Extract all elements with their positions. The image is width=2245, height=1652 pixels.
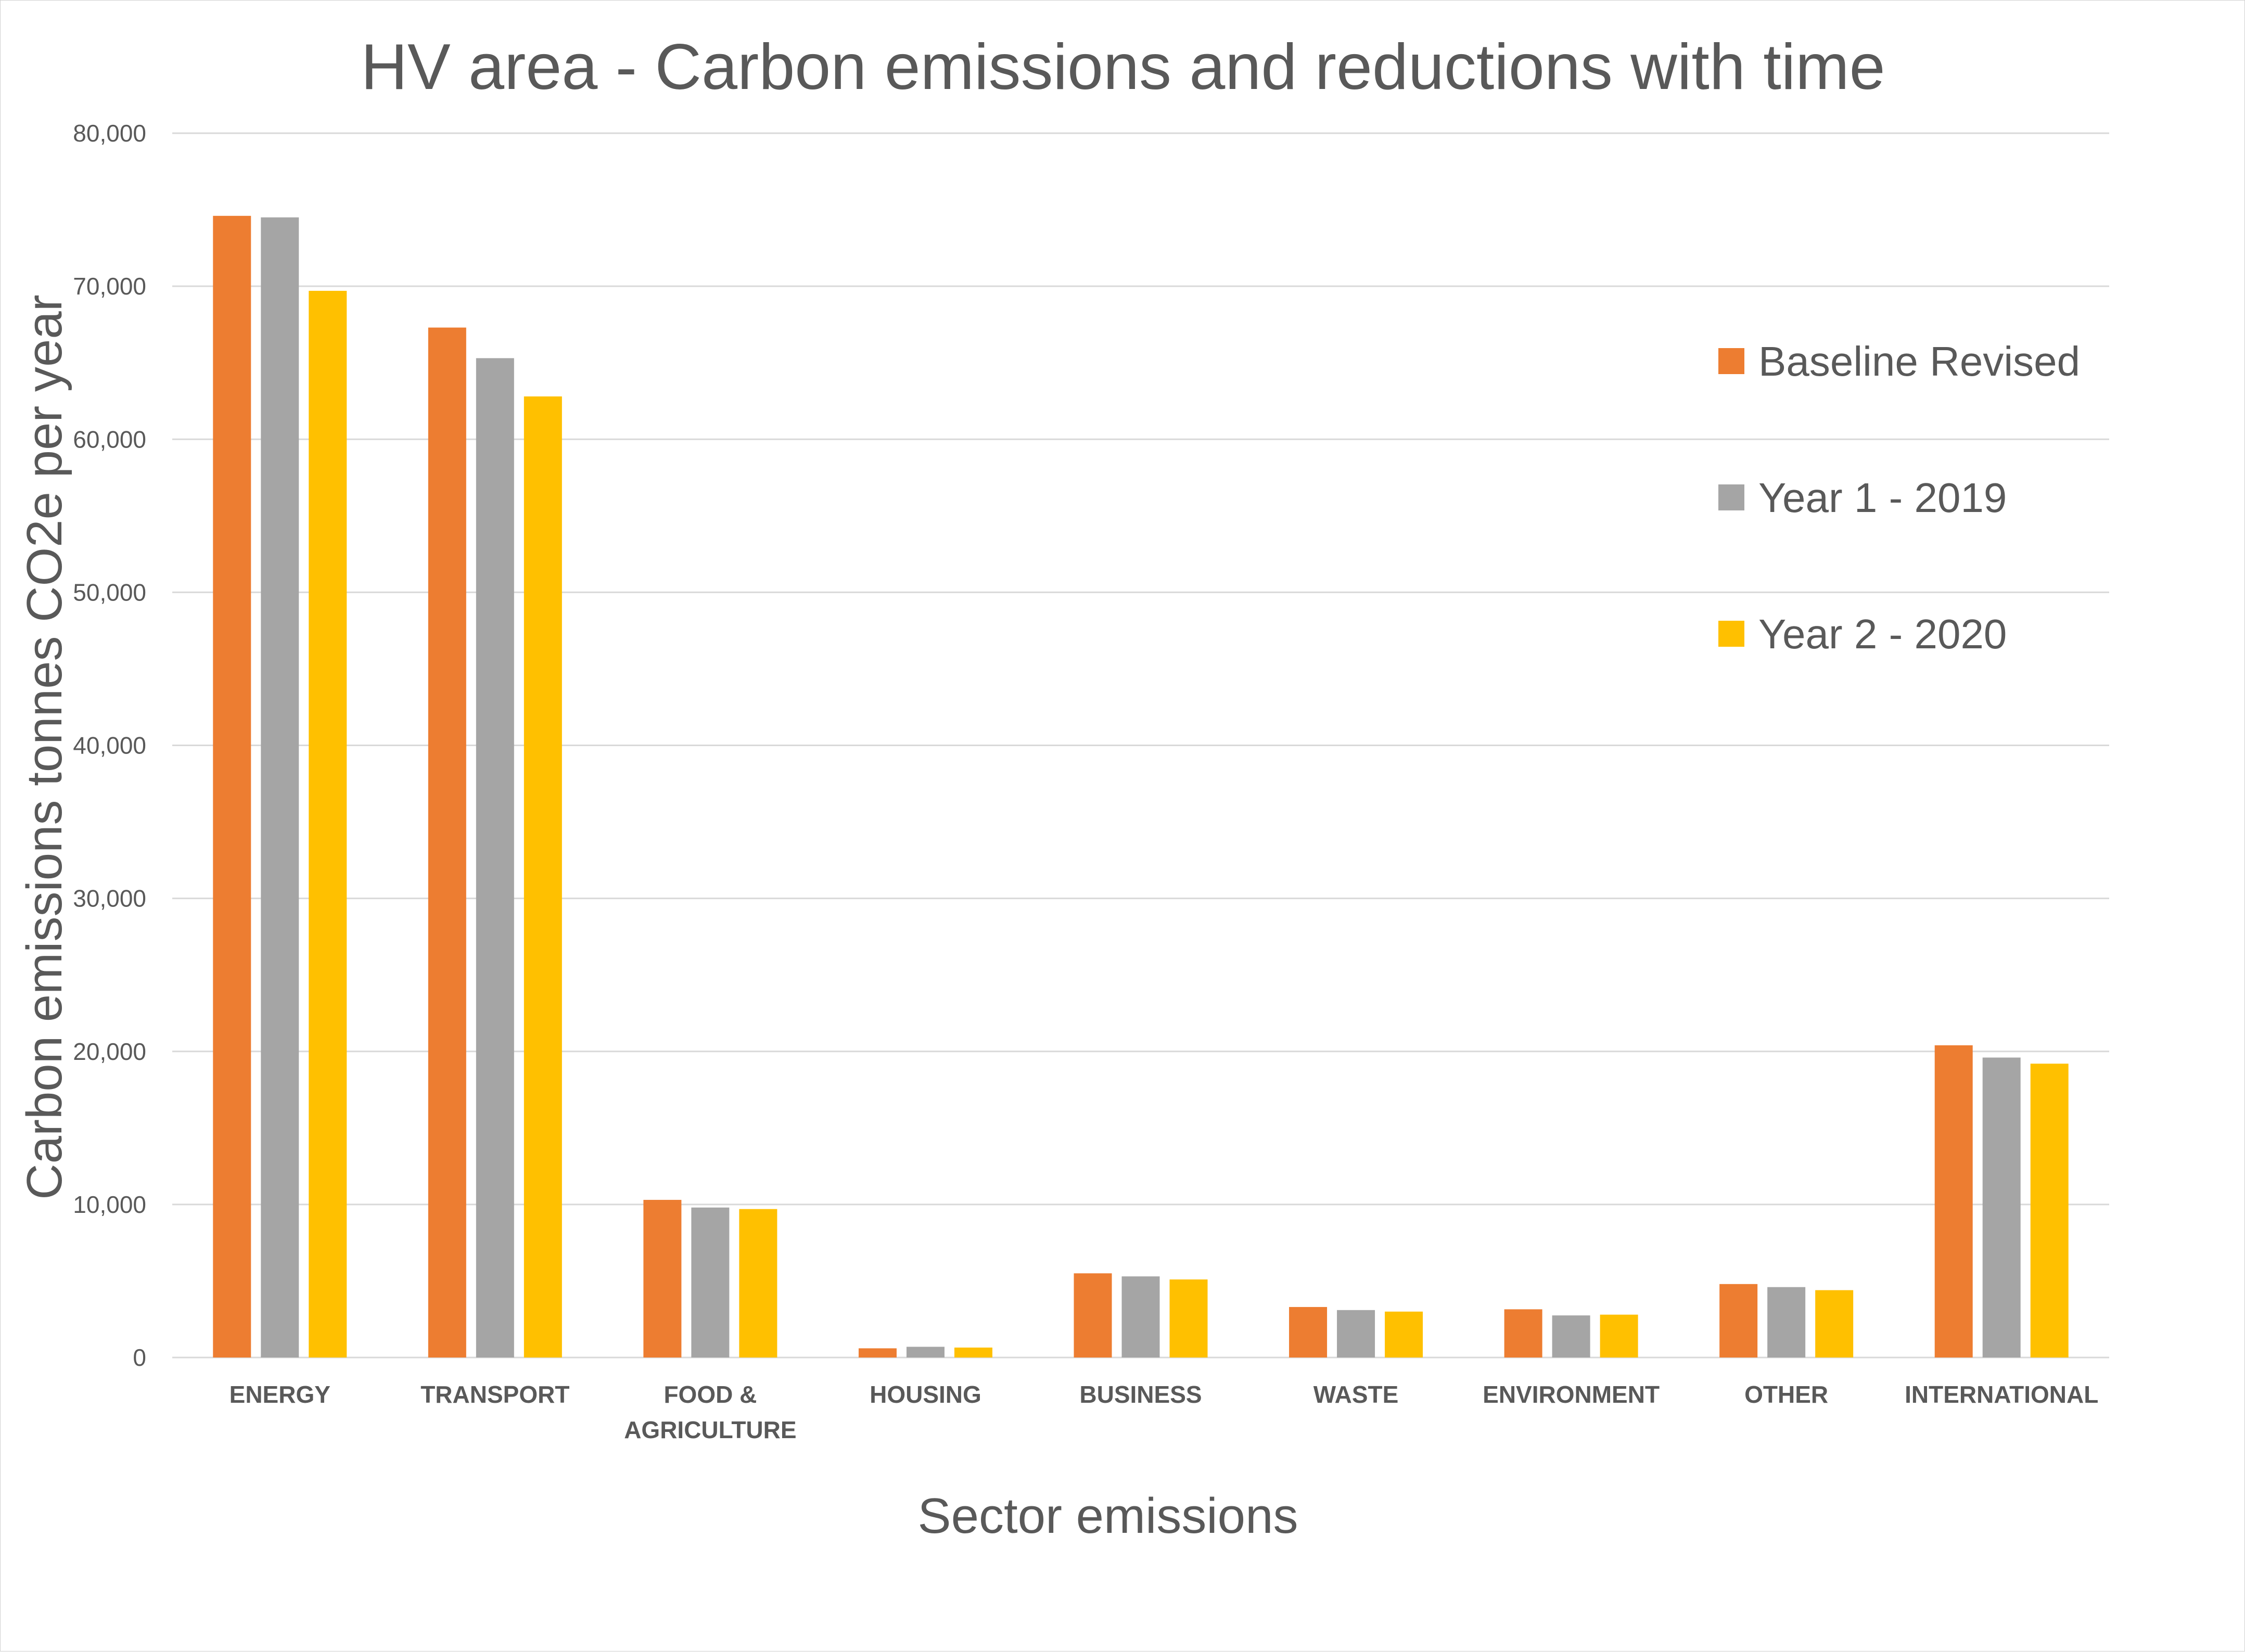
bar xyxy=(1337,1310,1375,1358)
y-tick-label: 40,000 xyxy=(73,732,146,759)
x-tick-label: ENVIRONMENT xyxy=(1483,1381,1660,1408)
bar xyxy=(691,1207,730,1358)
bar xyxy=(1552,1315,1590,1358)
bar xyxy=(1815,1290,1854,1358)
legend-swatch xyxy=(1718,621,1744,647)
x-axis-tick-labels: ENERGY TRANSPORT FOOD & AGRICULTURE HOUSING B… xyxy=(229,1381,2099,1443)
y-tick-label: 80,000 xyxy=(73,120,146,147)
bar xyxy=(309,290,347,1358)
legend: Baseline Revised Year 1 - 2019 Year 2 - 20… xyxy=(1718,338,2080,657)
bar xyxy=(1169,1279,1208,1358)
x-axis-title: Sector emissions xyxy=(918,1488,1298,1544)
bar xyxy=(2030,1064,2069,1358)
bar xyxy=(858,1348,897,1358)
y-tick-label: 0 xyxy=(133,1344,146,1371)
bar xyxy=(643,1200,682,1358)
bar xyxy=(1600,1314,1638,1358)
bar xyxy=(213,215,251,1358)
bar xyxy=(1074,1273,1112,1358)
x-tick-label: BUSINESS xyxy=(1079,1381,1202,1408)
bar xyxy=(1767,1287,1806,1358)
x-tick-label: INTERNATIONAL xyxy=(1905,1381,2098,1408)
x-tick-label: HOUSING xyxy=(870,1381,981,1408)
legend-swatch xyxy=(1718,484,1744,510)
legend-label: Year 2 - 2020 xyxy=(1758,611,2007,657)
legend-swatch xyxy=(1718,348,1744,374)
bar xyxy=(1719,1284,1758,1358)
bars xyxy=(213,215,2069,1358)
y-tick-label: 20,000 xyxy=(73,1038,146,1065)
bar xyxy=(739,1209,777,1358)
bar xyxy=(1289,1307,1328,1358)
bar xyxy=(1982,1057,2021,1358)
y-tick-label: 30,000 xyxy=(73,885,146,912)
bar xyxy=(428,327,466,1358)
bar xyxy=(524,396,562,1358)
legend-label: Baseline Revised xyxy=(1758,338,2080,385)
x-tick-label: ENERGY xyxy=(229,1381,330,1408)
x-tick-label: FOOD & xyxy=(664,1381,757,1408)
y-axis-tick-labels: 0 10,000 20,000 30,000 40,000 50,000 60,000 70,… xyxy=(73,120,146,1371)
legend-label: Year 1 - 2019 xyxy=(1758,475,2007,521)
y-tick-label: 60,000 xyxy=(73,426,146,453)
y-tick-label: 10,000 xyxy=(73,1191,146,1218)
bar xyxy=(261,217,299,1358)
x-tick-label: TRANSPORT xyxy=(420,1381,569,1408)
bar xyxy=(476,358,514,1358)
bar xyxy=(906,1347,945,1358)
x-tick-label: OTHER xyxy=(1744,1381,1828,1408)
chart-title: HV area - Carbon emissions and reduction… xyxy=(361,31,1885,103)
bar xyxy=(1121,1276,1160,1358)
bar xyxy=(1504,1309,1542,1358)
x-tick-label: WASTE xyxy=(1313,1381,1399,1408)
x-tick-label: AGRICULTURE xyxy=(624,1416,796,1443)
bar xyxy=(954,1347,992,1358)
bar xyxy=(1934,1045,1973,1358)
y-tick-label: 50,000 xyxy=(73,579,146,606)
bar xyxy=(1385,1311,1423,1358)
y-axis-title: Carbon emissions tonnes CO2e per year xyxy=(17,294,72,1200)
y-tick-label: 70,000 xyxy=(73,273,146,300)
